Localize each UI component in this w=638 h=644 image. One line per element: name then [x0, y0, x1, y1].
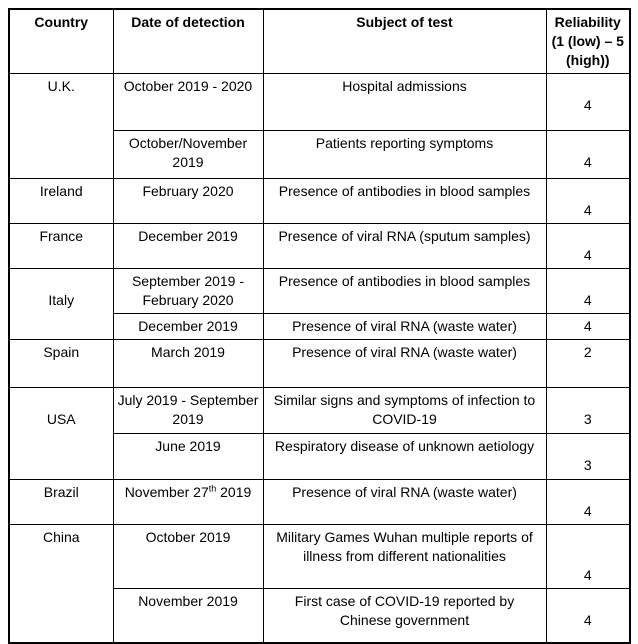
subject-cell: Presence of viral RNA (sputum samples): [262, 223, 547, 269]
table-row: France December 2019 Presence of viral R…: [8, 223, 631, 269]
reliability-cell: 4: [545, 130, 631, 179]
column-header-country: Country: [8, 8, 114, 74]
column-header-reliability: Reliability (1 (low) – 5 (high)): [545, 8, 631, 74]
country-cell-france: France: [8, 223, 114, 269]
reliability-cell: 4: [545, 268, 631, 314]
reliability-cell: 4: [545, 178, 631, 224]
column-header-subject-of-test: Subject of test: [262, 8, 547, 74]
country-cell-usa: USA: [8, 387, 114, 480]
subject-cell: Hospital admissions: [262, 73, 547, 131]
date-ordinal-suffix: th: [208, 483, 217, 494]
date-text: November 27: [124, 484, 209, 500]
subject-cell: Patients reporting symptoms: [262, 130, 547, 179]
date-cell: October/November 2019: [112, 130, 264, 179]
date-cell: September 2019 - February 2020: [112, 268, 264, 314]
subject-cell: First case of COVID-19 reported by Chine…: [262, 588, 547, 643]
date-cell: November 27th 2019: [112, 479, 264, 525]
reliability-cell: 4: [545, 73, 631, 131]
date-cell: February 2020: [112, 178, 264, 224]
subject-cell: Similar signs and symptoms of infection …: [262, 387, 547, 434]
subject-cell: Presence of viral RNA (waste water): [262, 479, 547, 525]
table-row: China October 2019 Military Games Wuhan …: [8, 524, 631, 643]
table-row: Brazil November 27th 2019 Presence of vi…: [8, 479, 631, 525]
table-row: Italy September 2019 - February 2020 Pre…: [8, 268, 631, 340]
subject-cell: Presence of antibodies in blood samples: [262, 178, 547, 224]
table-row: Ireland February 2020 Presence of antibo…: [8, 178, 631, 224]
country-cell-brazil: Brazil: [8, 479, 114, 525]
date-cell: December 2019: [112, 313, 264, 340]
table-row: November 2019 First case of COVID-19 rep…: [9, 588, 631, 643]
date-cell: October 2019: [112, 524, 264, 589]
country-cell-spain: Spain: [8, 339, 114, 388]
subject-cell: Presence of antibodies in blood samples: [262, 268, 547, 314]
table-row: October/November 2019 Patients reporting…: [9, 130, 631, 179]
reliability-cell: 3: [545, 433, 631, 480]
column-header-date-of-detection: Date of detection: [112, 8, 264, 74]
reliability-cell: 3: [545, 387, 631, 434]
date-cell: March 2019: [112, 339, 264, 388]
table-row: December 2019 Presence of viral RNA (was…: [9, 313, 631, 340]
table-row: June 2019 Respiratory disease of unknown…: [9, 433, 631, 480]
reliability-cell: 4: [545, 313, 631, 340]
country-cell-ireland: Ireland: [8, 178, 114, 224]
table-row: Spain March 2019 Presence of viral RNA (…: [8, 339, 631, 388]
reliability-cell: 2: [545, 339, 631, 388]
date-cell: June 2019: [112, 433, 264, 480]
subject-cell: Presence of viral RNA (waste water): [262, 313, 547, 340]
table-row: U.K. October 2019 - 2020 Hospital admiss…: [8, 73, 631, 179]
date-cell: October 2019 - 2020: [112, 73, 264, 131]
subject-cell: Presence of viral RNA (waste water): [262, 339, 547, 388]
date-cell: December 2019: [112, 223, 264, 269]
reliability-cell: 4: [545, 588, 631, 643]
country-cell-italy: Italy: [8, 268, 114, 340]
country-cell-china: China: [8, 524, 114, 643]
covid-early-detection-table: Country Date of detection Subject of tes…: [8, 8, 631, 644]
date-cell: November 2019: [112, 588, 264, 643]
table-row: USA July 2019 - September 2019 Similar s…: [8, 387, 631, 480]
header-row: Country Date of detection Subject of tes…: [8, 8, 631, 74]
subject-cell: Military Games Wuhan multiple reports of…: [262, 524, 547, 589]
reliability-cell: 4: [545, 479, 631, 525]
subject-cell: Respiratory disease of unknown aetiology: [262, 433, 547, 480]
reliability-cell: 4: [545, 524, 631, 589]
reliability-cell: 4: [545, 223, 631, 269]
date-cell: July 2019 - September 2019: [112, 387, 264, 434]
country-cell-uk: U.K.: [8, 73, 114, 179]
date-year: 2019: [220, 484, 252, 500]
